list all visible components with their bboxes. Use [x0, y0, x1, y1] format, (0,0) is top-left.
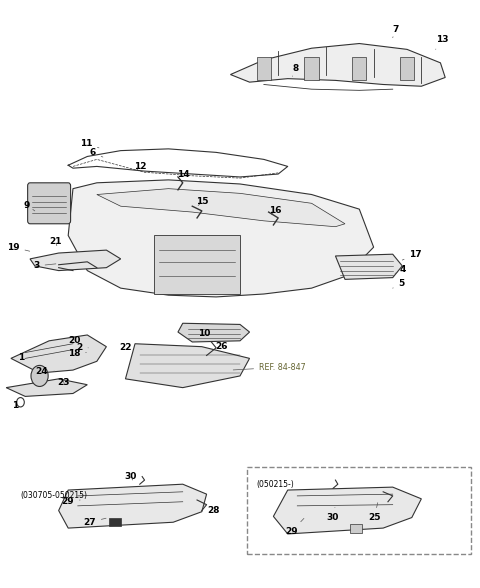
Text: 8: 8 — [292, 64, 299, 76]
Text: 14: 14 — [177, 169, 190, 179]
Polygon shape — [230, 44, 445, 86]
Text: 12: 12 — [133, 162, 146, 171]
Bar — [352, 57, 366, 81]
Text: 25: 25 — [368, 503, 380, 522]
FancyBboxPatch shape — [28, 183, 71, 224]
Polygon shape — [68, 180, 373, 297]
Text: 1: 1 — [12, 400, 18, 410]
Bar — [400, 57, 414, 81]
Bar — [350, 524, 362, 533]
Bar — [154, 235, 240, 294]
Text: 16: 16 — [269, 206, 281, 215]
Text: 4: 4 — [395, 265, 406, 274]
Polygon shape — [59, 484, 206, 528]
Polygon shape — [125, 344, 250, 387]
Text: 20: 20 — [68, 336, 80, 345]
Polygon shape — [274, 487, 421, 534]
Bar — [109, 517, 120, 526]
Text: 27: 27 — [83, 518, 106, 527]
Text: 19: 19 — [7, 243, 30, 252]
Text: 17: 17 — [402, 250, 422, 260]
Circle shape — [31, 365, 48, 386]
Polygon shape — [97, 189, 345, 227]
Text: 5: 5 — [393, 279, 405, 288]
Text: 18: 18 — [68, 349, 86, 358]
Text: 3: 3 — [33, 262, 56, 270]
Text: 13: 13 — [436, 35, 448, 49]
Text: 28: 28 — [204, 505, 220, 515]
Text: REF. 84-847: REF. 84-847 — [233, 363, 306, 372]
Polygon shape — [30, 250, 120, 270]
Text: 22: 22 — [120, 343, 132, 352]
Text: 1: 1 — [18, 353, 24, 362]
Text: 23: 23 — [58, 379, 70, 387]
Polygon shape — [11, 335, 107, 373]
Polygon shape — [6, 379, 87, 396]
Text: 30: 30 — [124, 472, 137, 481]
Bar — [304, 57, 319, 81]
Polygon shape — [178, 323, 250, 342]
Text: (030705-050215): (030705-050215) — [21, 492, 87, 500]
Text: 10: 10 — [198, 329, 210, 338]
Text: 9: 9 — [24, 201, 35, 211]
Text: 2: 2 — [76, 343, 88, 352]
Text: 29: 29 — [61, 497, 80, 506]
Text: 24: 24 — [36, 367, 55, 376]
Text: 11: 11 — [80, 139, 99, 148]
Text: 15: 15 — [196, 197, 209, 206]
Text: 30: 30 — [327, 507, 339, 522]
Text: 7: 7 — [393, 25, 399, 38]
Circle shape — [17, 397, 24, 407]
Text: (050215-): (050215-) — [257, 480, 294, 489]
Text: 6: 6 — [90, 148, 103, 157]
Bar — [257, 57, 271, 81]
Text: 26: 26 — [215, 342, 228, 351]
Text: 29: 29 — [286, 519, 304, 536]
Polygon shape — [336, 254, 402, 279]
Text: 21: 21 — [49, 237, 61, 246]
